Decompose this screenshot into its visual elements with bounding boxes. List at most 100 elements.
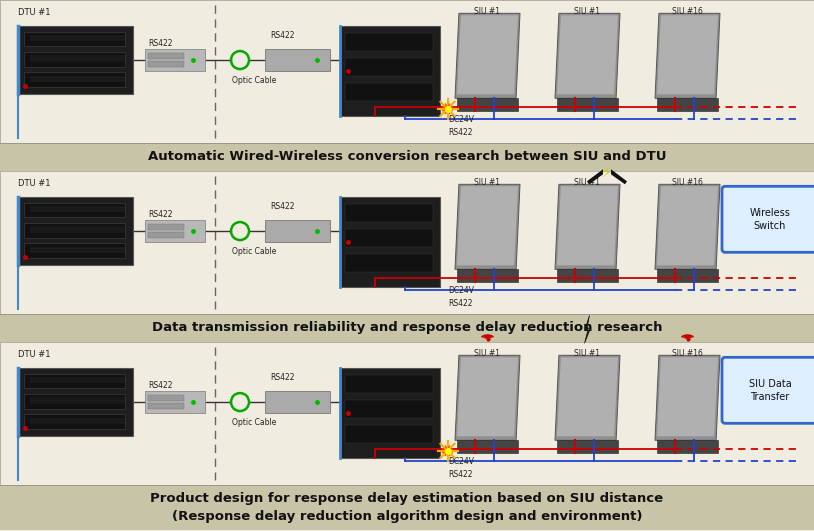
Bar xyxy=(24,223,125,238)
Text: Wireless
Switch: Wireless Switch xyxy=(750,208,790,231)
Polygon shape xyxy=(457,15,518,95)
Bar xyxy=(24,31,125,46)
Bar xyxy=(345,33,433,51)
Bar xyxy=(457,98,518,111)
Polygon shape xyxy=(555,355,620,440)
Polygon shape xyxy=(555,13,620,98)
Bar xyxy=(657,269,718,282)
FancyBboxPatch shape xyxy=(722,186,814,252)
Bar xyxy=(24,52,125,67)
Bar xyxy=(0,314,814,315)
Bar xyxy=(457,269,518,282)
FancyBboxPatch shape xyxy=(18,368,133,436)
Polygon shape xyxy=(584,315,589,344)
Text: DTU #1: DTU #1 xyxy=(18,8,50,17)
Polygon shape xyxy=(557,357,618,436)
Text: SIU Data
Transfer: SIU Data Transfer xyxy=(749,379,791,402)
Bar xyxy=(557,440,618,453)
FancyBboxPatch shape xyxy=(340,26,440,116)
Bar xyxy=(148,403,184,409)
Text: Product design for response delay estimation based on SIU distance
(Response del: Product design for response delay estima… xyxy=(151,492,663,523)
Bar xyxy=(345,229,433,247)
Text: SIU #1: SIU #1 xyxy=(575,349,601,358)
Bar xyxy=(148,232,184,238)
Text: SIU #16: SIU #16 xyxy=(672,7,703,16)
Text: RS422: RS422 xyxy=(148,381,173,390)
Polygon shape xyxy=(457,186,518,266)
Polygon shape xyxy=(455,13,520,98)
Text: SIU #1: SIU #1 xyxy=(575,178,601,187)
Text: SIU #1: SIU #1 xyxy=(475,178,501,187)
Bar xyxy=(24,373,125,389)
Polygon shape xyxy=(557,186,618,266)
FancyBboxPatch shape xyxy=(340,368,440,458)
Text: RS422: RS422 xyxy=(148,210,173,219)
Text: DTU #1: DTU #1 xyxy=(18,179,50,188)
Bar xyxy=(0,171,814,314)
Polygon shape xyxy=(611,169,627,184)
Text: Optic Cable: Optic Cable xyxy=(232,247,277,256)
Text: DC24V: DC24V xyxy=(448,457,474,466)
Text: Optic Cable: Optic Cable xyxy=(232,418,277,427)
FancyBboxPatch shape xyxy=(722,357,814,423)
Bar xyxy=(345,425,433,443)
Polygon shape xyxy=(655,184,720,269)
Text: RS422: RS422 xyxy=(448,128,472,137)
Bar xyxy=(0,314,814,342)
Bar xyxy=(345,204,433,222)
FancyBboxPatch shape xyxy=(18,26,133,94)
Bar xyxy=(24,72,125,87)
FancyBboxPatch shape xyxy=(265,49,330,71)
Bar xyxy=(24,243,125,258)
Bar xyxy=(345,400,433,418)
Text: DC24V: DC24V xyxy=(448,286,474,295)
Bar xyxy=(148,225,184,230)
Text: SIU #16: SIU #16 xyxy=(672,349,703,358)
Bar xyxy=(457,440,518,453)
Text: Data transmission reliability and response delay reduction research: Data transmission reliability and respon… xyxy=(151,321,663,335)
Bar xyxy=(345,254,433,272)
Bar xyxy=(557,269,618,282)
Polygon shape xyxy=(457,357,518,436)
Text: SIU #1: SIU #1 xyxy=(475,349,501,358)
Text: Automatic Wired-Wireless conversion research between SIU and DTU: Automatic Wired-Wireless conversion rese… xyxy=(148,150,666,164)
FancyBboxPatch shape xyxy=(340,197,440,287)
Bar xyxy=(24,414,125,429)
Text: DTU #1: DTU #1 xyxy=(18,350,50,359)
FancyBboxPatch shape xyxy=(265,391,330,413)
Bar xyxy=(148,54,184,59)
Polygon shape xyxy=(657,186,718,266)
Text: RS422: RS422 xyxy=(270,373,295,382)
Text: SIU #16: SIU #16 xyxy=(672,178,703,187)
Bar xyxy=(657,440,718,453)
Bar xyxy=(345,375,433,393)
Bar xyxy=(0,485,814,530)
Bar xyxy=(0,342,814,485)
Polygon shape xyxy=(455,184,520,269)
Bar xyxy=(0,143,814,144)
Text: DC24V: DC24V xyxy=(448,115,474,124)
Text: Optic Cable: Optic Cable xyxy=(232,76,277,85)
Bar xyxy=(345,58,433,76)
Polygon shape xyxy=(655,13,720,98)
Polygon shape xyxy=(657,15,718,95)
Polygon shape xyxy=(455,355,520,440)
Polygon shape xyxy=(555,184,620,269)
FancyBboxPatch shape xyxy=(18,197,133,265)
Bar xyxy=(657,98,718,111)
Bar xyxy=(0,143,814,171)
FancyBboxPatch shape xyxy=(265,220,330,242)
Text: SIU #1: SIU #1 xyxy=(475,7,501,16)
Bar xyxy=(0,0,814,143)
FancyBboxPatch shape xyxy=(145,220,205,242)
Text: RS422: RS422 xyxy=(148,39,173,48)
Text: SIU #1: SIU #1 xyxy=(575,7,601,16)
Bar xyxy=(345,83,433,101)
Text: RS422: RS422 xyxy=(270,31,295,40)
Bar xyxy=(0,485,814,486)
Text: RS422: RS422 xyxy=(448,470,472,479)
Polygon shape xyxy=(557,15,618,95)
Text: RS422: RS422 xyxy=(448,299,472,308)
Polygon shape xyxy=(657,357,718,436)
Bar xyxy=(24,202,125,218)
